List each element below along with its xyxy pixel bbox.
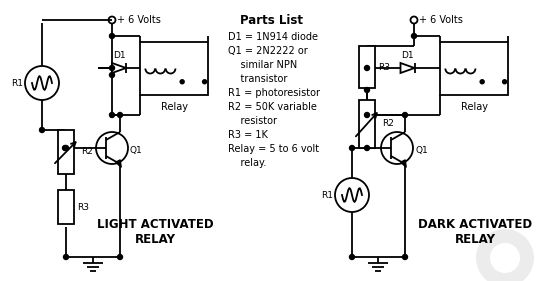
Text: R2: R2 — [81, 148, 93, 157]
Bar — [58, 190, 74, 224]
Circle shape — [203, 80, 207, 84]
Circle shape — [180, 80, 184, 84]
Text: Parts List: Parts List — [240, 14, 303, 27]
Circle shape — [480, 80, 484, 84]
Text: R1: R1 — [11, 78, 23, 87]
Circle shape — [350, 255, 355, 259]
Circle shape — [110, 33, 115, 38]
Circle shape — [365, 65, 370, 71]
Text: D1: D1 — [112, 51, 125, 60]
Text: D1: D1 — [401, 51, 414, 60]
Text: R3: R3 — [77, 203, 89, 212]
Circle shape — [402, 112, 407, 117]
Circle shape — [39, 128, 45, 133]
Text: Q1: Q1 — [130, 146, 143, 155]
Text: + 6 Volts: + 6 Volts — [419, 15, 463, 25]
Bar — [440, 42, 508, 95]
Text: R3: R3 — [378, 62, 390, 71]
Circle shape — [365, 112, 370, 117]
Circle shape — [350, 146, 355, 151]
Circle shape — [412, 33, 416, 38]
Polygon shape — [401, 160, 406, 167]
Text: R1: R1 — [321, 191, 333, 200]
Circle shape — [62, 146, 67, 151]
Text: Relay: Relay — [461, 102, 487, 112]
Circle shape — [365, 87, 370, 92]
Circle shape — [63, 146, 68, 151]
Circle shape — [402, 255, 407, 259]
Text: D1 = 1N914 diode
Q1 = 2N2222 or
    similar NPN
    transistor
R1 = photoresisto: D1 = 1N914 diode Q1 = 2N2222 or similar … — [228, 32, 320, 168]
Text: DARK ACTIVATED
RELAY: DARK ACTIVATED RELAY — [418, 218, 532, 246]
Circle shape — [63, 255, 68, 259]
Circle shape — [110, 112, 115, 117]
Circle shape — [365, 146, 370, 151]
Polygon shape — [112, 63, 126, 73]
Text: R2: R2 — [382, 119, 394, 128]
Bar — [359, 46, 375, 88]
Circle shape — [502, 80, 507, 84]
Circle shape — [110, 72, 115, 78]
Text: + 6 Volts: + 6 Volts — [117, 15, 161, 25]
Bar — [140, 42, 208, 95]
Circle shape — [110, 65, 115, 71]
Text: Q1: Q1 — [415, 146, 428, 155]
Polygon shape — [116, 160, 121, 167]
Bar — [58, 130, 74, 174]
Text: Relay: Relay — [160, 102, 188, 112]
Bar — [359, 100, 375, 148]
Circle shape — [117, 255, 123, 259]
Text: LIGHT ACTIVATED
RELAY: LIGHT ACTIVATED RELAY — [97, 218, 213, 246]
Circle shape — [117, 112, 123, 117]
Polygon shape — [400, 63, 414, 73]
